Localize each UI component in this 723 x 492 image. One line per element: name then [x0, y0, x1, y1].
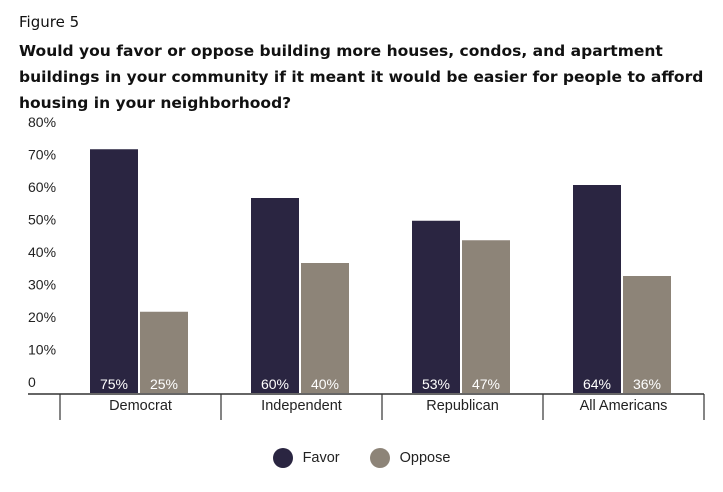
category-label: Democrat	[109, 398, 172, 414]
legend-label-oppose: Oppose	[399, 450, 451, 466]
category-label: All Americans	[580, 398, 668, 414]
legend-swatch-favor	[272, 448, 293, 468]
data-label: 75%	[100, 376, 128, 392]
legend: Favor Oppose	[0, 448, 723, 468]
legend-swatch-oppose	[369, 448, 390, 468]
category-label: Republican	[426, 398, 499, 414]
bar-favor-independent	[251, 198, 299, 393]
bar-oppose-independent	[301, 263, 349, 393]
bar-oppose-republican	[462, 240, 510, 393]
y-tick-label: 80%	[28, 114, 56, 130]
legend-item-oppose: Oppose	[369, 448, 451, 468]
data-label: 25%	[150, 376, 178, 392]
y-tick-label: 30%	[28, 277, 56, 293]
data-label: 53%	[422, 376, 450, 392]
bar-favor-republican	[412, 220, 460, 393]
data-label: 40%	[311, 376, 339, 392]
data-label: 47%	[472, 376, 500, 392]
y-tick-label: 20%	[28, 309, 56, 325]
data-label: 60%	[261, 376, 289, 392]
bar-chart: 0 10% 20% 30% 40% 50% 60% 70% 80% Democrat 75% 25% I…	[28, 114, 705, 420]
y-tick-label: 50%	[28, 212, 56, 228]
y-tick-label: 40%	[28, 244, 56, 260]
chart-title: Would you favor or oppose building more …	[19, 42, 704, 112]
data-label: 64%	[583, 376, 611, 392]
y-tick-label: 10%	[28, 342, 56, 358]
bar-oppose-all-americans	[623, 276, 671, 393]
bar-favor-democrat	[90, 149, 138, 393]
bar-favor-all-americans	[573, 185, 621, 393]
y-tick-label: 60%	[28, 179, 56, 195]
figure-label: Figure 5	[19, 13, 80, 31]
data-label: 36%	[633, 376, 661, 392]
category-label: Independent	[261, 398, 342, 414]
bar-oppose-democrat	[140, 311, 188, 393]
y-tick-label: 70%	[28, 147, 56, 163]
legend-label-favor: Favor	[302, 450, 340, 466]
y-tick-label: 0	[28, 374, 36, 390]
legend-item-favor: Favor	[272, 448, 340, 468]
